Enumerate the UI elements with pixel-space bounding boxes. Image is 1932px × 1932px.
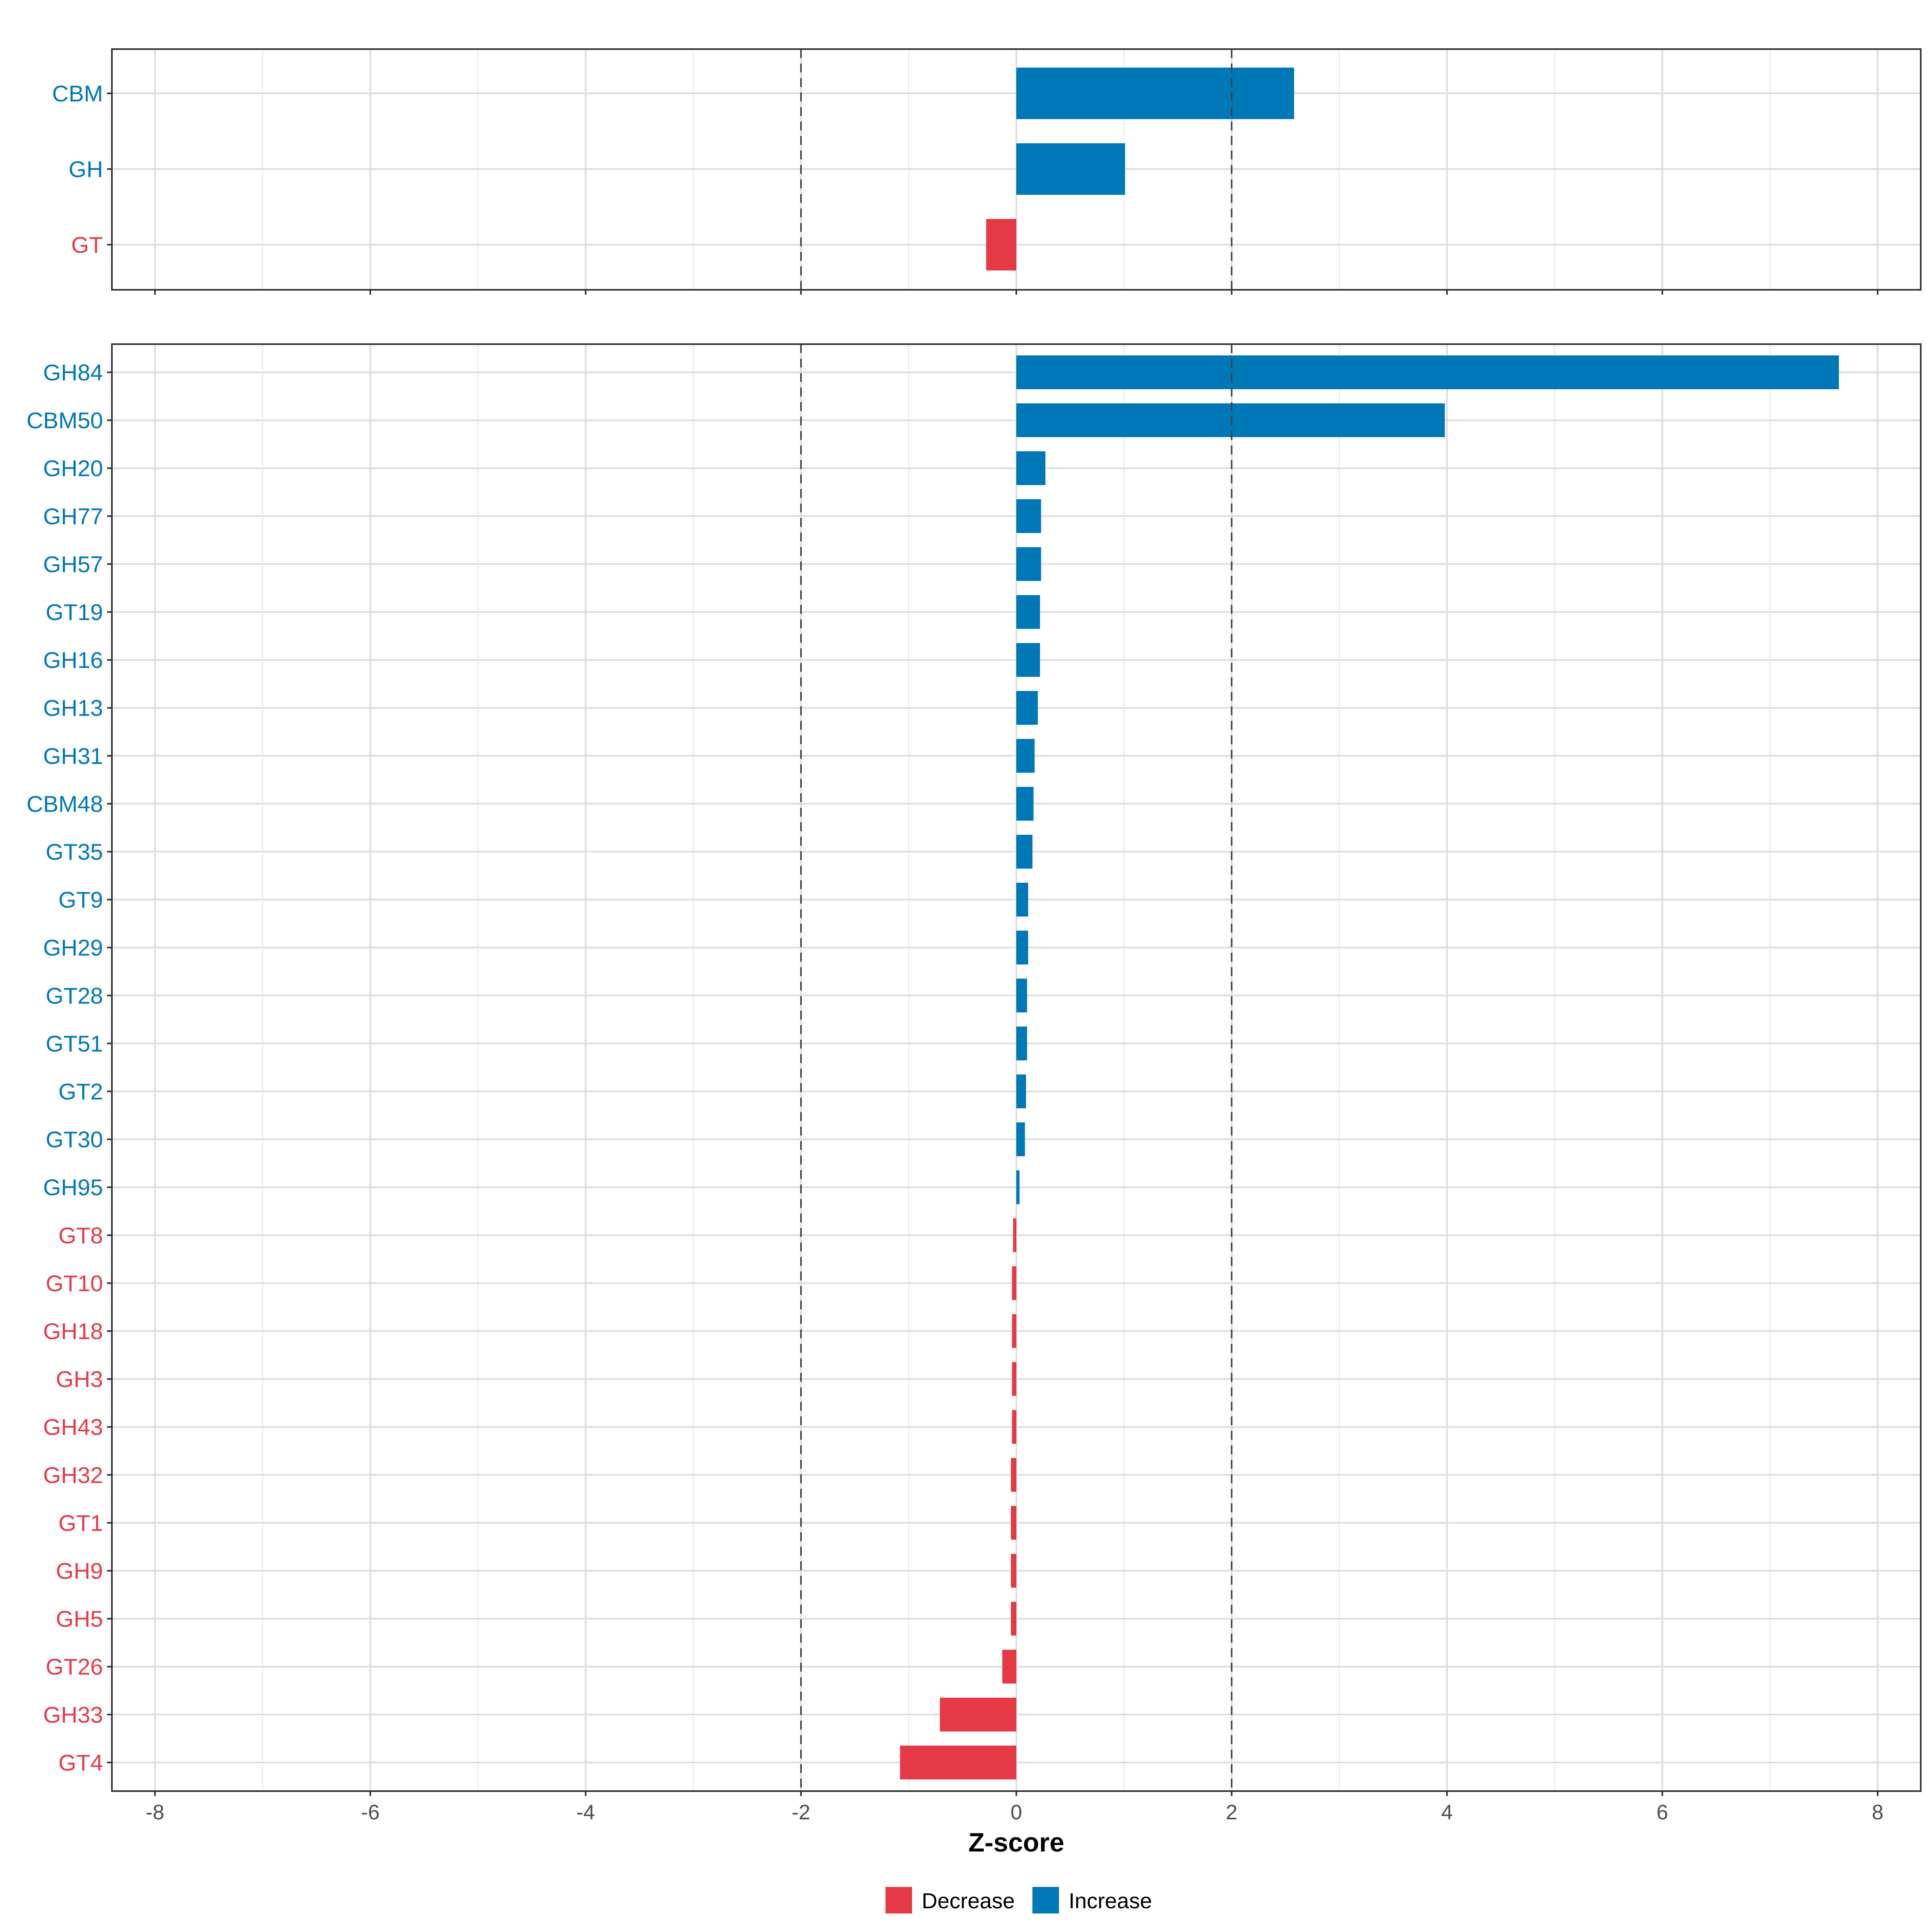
y-tick-label-gh95: GH95 bbox=[43, 1175, 103, 1201]
y-tick-label-gt19: GT19 bbox=[45, 600, 103, 625]
y-tick-label-gh43: GH43 bbox=[43, 1414, 103, 1440]
y-tick-label-gh18: GH18 bbox=[43, 1319, 103, 1344]
y-tick-label-gh20: GH20 bbox=[43, 456, 103, 481]
y-tick-label-gt: GT bbox=[71, 232, 103, 258]
x-tick-label: -8 bbox=[146, 1801, 164, 1824]
y-tick-label-gh29: GH29 bbox=[43, 935, 103, 961]
bar-gh29 bbox=[1016, 931, 1028, 965]
y-tick-label-gh5: GH5 bbox=[56, 1606, 103, 1632]
top-panel: CBM GH GT bbox=[52, 48, 1922, 295]
bar-gt4 bbox=[900, 1745, 1016, 1779]
legend-swatch-decrease bbox=[886, 1887, 912, 1913]
y-tick-label-gt26: GT26 bbox=[45, 1654, 103, 1680]
y-tick-label-gh32: GH32 bbox=[43, 1462, 103, 1488]
x-tick-label: -4 bbox=[576, 1801, 595, 1824]
y-tick-label-cbm50: CBM50 bbox=[27, 408, 103, 433]
y-tick-label-gh16: GH16 bbox=[43, 648, 103, 673]
x-tick-label: 8 bbox=[1872, 1801, 1884, 1824]
bar-gh16 bbox=[1016, 643, 1040, 677]
x-tick-label: 2 bbox=[1226, 1801, 1238, 1824]
bar-gh57 bbox=[1016, 547, 1041, 581]
y-tick-label-gt1: GT1 bbox=[58, 1510, 103, 1536]
bar-gt bbox=[986, 219, 1016, 270]
bar-cbm48 bbox=[1016, 786, 1034, 821]
bar-gt35 bbox=[1016, 835, 1033, 869]
y-tick-label-gt4: GT4 bbox=[58, 1750, 103, 1776]
legend-label-increase: Increase bbox=[1069, 1889, 1152, 1913]
legend-swatch-increase bbox=[1032, 1887, 1059, 1913]
bar-gh95 bbox=[1016, 1170, 1020, 1204]
bar-gh84 bbox=[1016, 355, 1839, 389]
bar-gt28 bbox=[1016, 978, 1027, 1013]
legend-label-decrease: Decrease bbox=[922, 1889, 1015, 1913]
y-tick-label-gt10: GT10 bbox=[45, 1271, 103, 1296]
y-tick-label-gh9: GH9 bbox=[56, 1558, 103, 1584]
bar-gt10 bbox=[1012, 1266, 1016, 1300]
bar-gt30 bbox=[1016, 1122, 1025, 1156]
bar-gt9 bbox=[1016, 883, 1028, 917]
bar-gt2 bbox=[1016, 1074, 1026, 1108]
bar-gh32 bbox=[1011, 1458, 1016, 1492]
y-tick-label-gt30: GT30 bbox=[45, 1127, 103, 1153]
x-tick-label: 6 bbox=[1657, 1801, 1668, 1824]
x-tick-label: 0 bbox=[1011, 1801, 1022, 1824]
x-axis-label: Z-score bbox=[968, 1827, 1064, 1857]
bar-gh18 bbox=[1012, 1314, 1016, 1348]
y-tick-label-gt28: GT28 bbox=[45, 983, 103, 1009]
y-tick-label-gh: GH bbox=[69, 157, 103, 182]
bar-gh3 bbox=[1012, 1362, 1016, 1396]
bar-gh43 bbox=[1012, 1410, 1016, 1444]
y-tick-label-gh33: GH33 bbox=[43, 1702, 103, 1728]
bar-gh33 bbox=[940, 1697, 1016, 1732]
bar-gh31 bbox=[1016, 739, 1035, 773]
bar-gh20 bbox=[1016, 451, 1046, 485]
bar-gh bbox=[1016, 143, 1125, 195]
y-tick-label-gh13: GH13 bbox=[43, 696, 103, 721]
y-tick-label-gt35: GT35 bbox=[45, 839, 103, 865]
y-tick-label-gh57: GH57 bbox=[43, 551, 103, 577]
legend: Decrease Increase bbox=[886, 1887, 1152, 1913]
bar-gt51 bbox=[1016, 1026, 1027, 1061]
bar-cbm bbox=[1016, 68, 1294, 119]
y-tick-label-gt51: GT51 bbox=[45, 1031, 103, 1057]
bar-gt8 bbox=[1013, 1218, 1016, 1252]
y-tick-label-gt2: GT2 bbox=[58, 1079, 103, 1105]
bar-gh5 bbox=[1011, 1602, 1016, 1636]
y-tick-label-gh84: GH84 bbox=[43, 360, 103, 386]
bar-gt1 bbox=[1011, 1506, 1016, 1540]
bottom-panel: GH84 CBM50 GH20 GH77 GH57 GT19 GH16 GH13 GH31 CBM… bbox=[27, 343, 1922, 1796]
bar-gt19 bbox=[1016, 595, 1040, 629]
y-tick-label-cbm: CBM bbox=[52, 81, 103, 107]
x-tick-label: -6 bbox=[361, 1801, 380, 1824]
y-tick-label-gh31: GH31 bbox=[43, 743, 103, 769]
x-tick-label: 4 bbox=[1441, 1801, 1453, 1824]
bar-gh13 bbox=[1016, 691, 1038, 725]
y-tick-label-gt9: GT9 bbox=[58, 887, 103, 913]
y-tick-label-gt8: GT8 bbox=[58, 1223, 103, 1249]
bar-cbm50 bbox=[1016, 403, 1445, 438]
bar-gh77 bbox=[1016, 499, 1041, 533]
y-tick-label-gh77: GH77 bbox=[43, 504, 103, 529]
y-tick-label-gh3: GH3 bbox=[56, 1366, 103, 1392]
x-tick-label: -2 bbox=[792, 1801, 810, 1824]
x-axis-tick-labels: -8 -6 -4 -2 0 2 4 6 8 bbox=[146, 1801, 1884, 1824]
y-tick-label-cbm48: CBM48 bbox=[27, 791, 103, 817]
bar-gh9 bbox=[1011, 1554, 1016, 1588]
bar-gt26 bbox=[1002, 1649, 1016, 1684]
